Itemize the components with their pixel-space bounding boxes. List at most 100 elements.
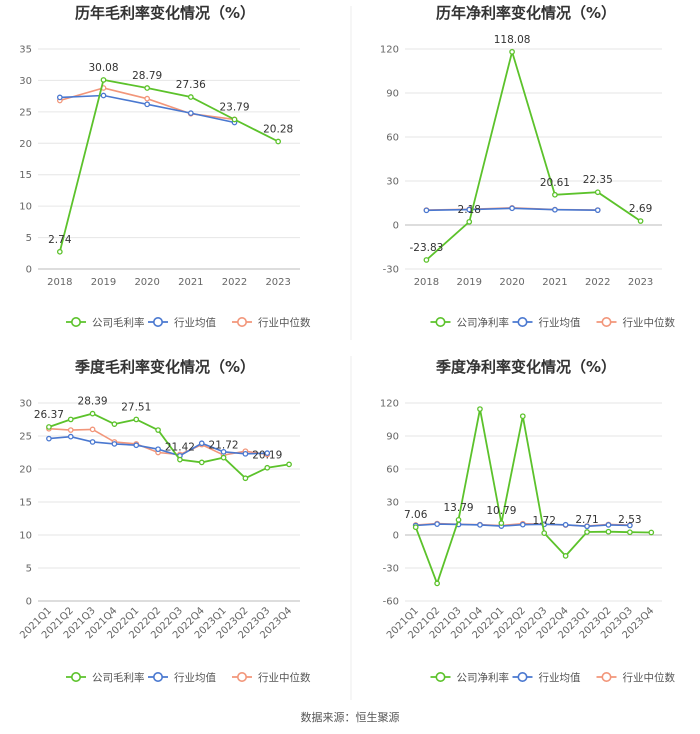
data-label: 26.37 xyxy=(34,409,64,421)
average-data-point xyxy=(627,522,633,529)
y-tick-label: 0 xyxy=(26,265,32,276)
company-data-point xyxy=(498,520,505,526)
company-data-point xyxy=(455,516,462,523)
legend-swatch-marker xyxy=(435,316,446,327)
legend-swatch-marker xyxy=(237,316,248,327)
x-tick-label: 2018 xyxy=(414,277,439,288)
data-label: 2.74 xyxy=(48,234,72,246)
data-label: 2.53 xyxy=(618,514,641,526)
chart-title: 历年毛利率变化情况（%） xyxy=(75,4,255,22)
y-tick-label: 120 xyxy=(380,399,399,410)
data-label: 2.69 xyxy=(629,203,652,215)
average-data-point xyxy=(264,450,271,457)
legend-label: 行业中位数 xyxy=(258,671,311,684)
y-tick-label: 25 xyxy=(19,432,32,443)
chart-title: 历年净利率变化情况（%） xyxy=(436,4,616,22)
average-data-point xyxy=(187,110,194,116)
legend-label: 行业均值 xyxy=(174,316,216,329)
data-label: 27.36 xyxy=(176,79,206,91)
data-label: 28.79 xyxy=(132,70,162,82)
data-label: 7.06 xyxy=(404,509,428,521)
y-tick-label: 30 xyxy=(386,177,399,188)
x-tick-label: 2019 xyxy=(457,277,482,288)
legend-swatch-marker xyxy=(237,671,248,682)
company-data-point xyxy=(198,459,205,466)
chart-title: 季度净利率变化情况（%） xyxy=(436,358,616,376)
company-data-point xyxy=(562,553,569,559)
company-data-point xyxy=(67,416,74,423)
y-tick-label: 0 xyxy=(393,531,399,542)
company-data-point xyxy=(552,191,558,198)
legend-swatch-marker xyxy=(601,316,612,327)
median-data-point xyxy=(89,426,96,433)
data-label: 30.08 xyxy=(88,62,118,74)
y-tick-label: 0 xyxy=(26,597,32,608)
average-data-point xyxy=(509,205,515,212)
quarterly-net-margin-chart: 季度净利率变化情况（%） -60-3003060901202021Q12021Q… xyxy=(380,358,676,684)
average-data-point xyxy=(220,448,227,455)
data-label: 23.79 xyxy=(219,101,249,113)
average-data-point xyxy=(46,435,52,442)
x-tick-label: 2021 xyxy=(542,277,567,288)
data-label: 28.39 xyxy=(78,396,108,408)
company-series-line xyxy=(425,48,642,261)
average-data-point xyxy=(594,207,601,214)
legend-label: 行业中位数 xyxy=(623,671,676,684)
company-data-point xyxy=(133,416,140,423)
x-tick-label: 2022 xyxy=(222,277,247,288)
data-label: 2.18 xyxy=(458,204,481,216)
company-data-point xyxy=(541,530,548,536)
y-tick-label: 60 xyxy=(386,133,399,144)
company-data-point xyxy=(56,248,63,255)
y-tick-label: -30 xyxy=(383,564,399,575)
x-tick-label: 2020 xyxy=(134,277,159,288)
x-tick-label: 2023 xyxy=(265,277,290,288)
average-data-point xyxy=(155,446,161,453)
data-label: 20.19 xyxy=(252,450,282,462)
legend-label: 公司毛利率 xyxy=(92,671,145,684)
company-data-point xyxy=(412,524,419,531)
company-data-point xyxy=(264,464,271,471)
company-data-point xyxy=(187,94,194,100)
company-data-point xyxy=(220,454,227,461)
legend-swatch-marker xyxy=(435,671,446,682)
average-data-point xyxy=(89,439,96,445)
average-data-point xyxy=(133,442,140,449)
data-label: 13.79 xyxy=(444,502,474,514)
x-tick-label: 2019 xyxy=(91,277,116,288)
data-source-note: 数据来源：恒生聚源 xyxy=(301,710,400,724)
company-data-point xyxy=(177,456,183,463)
x-tick-label: 2018 xyxy=(47,277,72,288)
average-data-point xyxy=(562,521,569,528)
company-data-point xyxy=(242,475,249,482)
company-data-point xyxy=(423,257,430,263)
legend-label: 行业均值 xyxy=(539,671,581,684)
legend-swatch-marker xyxy=(71,316,82,327)
legend-swatch-marker xyxy=(517,671,528,682)
company-series-line xyxy=(58,78,279,253)
company-data-point xyxy=(648,529,655,536)
y-tick-label: 15 xyxy=(19,498,32,509)
company-data-point xyxy=(434,580,440,587)
legend-label: 公司毛利率 xyxy=(92,316,145,329)
average-data-point xyxy=(144,101,151,108)
company-data-point xyxy=(627,529,633,536)
average-data-point xyxy=(605,522,612,528)
company-data-point xyxy=(466,218,473,225)
y-tick-label: 0 xyxy=(393,221,399,232)
average-data-point xyxy=(67,433,74,440)
company-series-line xyxy=(414,408,652,587)
company-data-point xyxy=(509,48,515,55)
y-tick-label: 5 xyxy=(26,233,32,244)
data-label: 1.72 xyxy=(533,515,556,527)
average-data-point xyxy=(111,441,118,447)
y-tick-label: 120 xyxy=(380,45,399,56)
data-label: 21.42 xyxy=(165,442,195,454)
data-label: 22.35 xyxy=(583,174,613,186)
data-label: 10.79 xyxy=(486,505,516,517)
company-data-point xyxy=(605,528,612,535)
legend-swatch-marker xyxy=(71,671,82,682)
data-label: 118.08 xyxy=(494,34,531,46)
company-data-point xyxy=(286,461,292,468)
legend-swatch-marker xyxy=(517,316,528,327)
